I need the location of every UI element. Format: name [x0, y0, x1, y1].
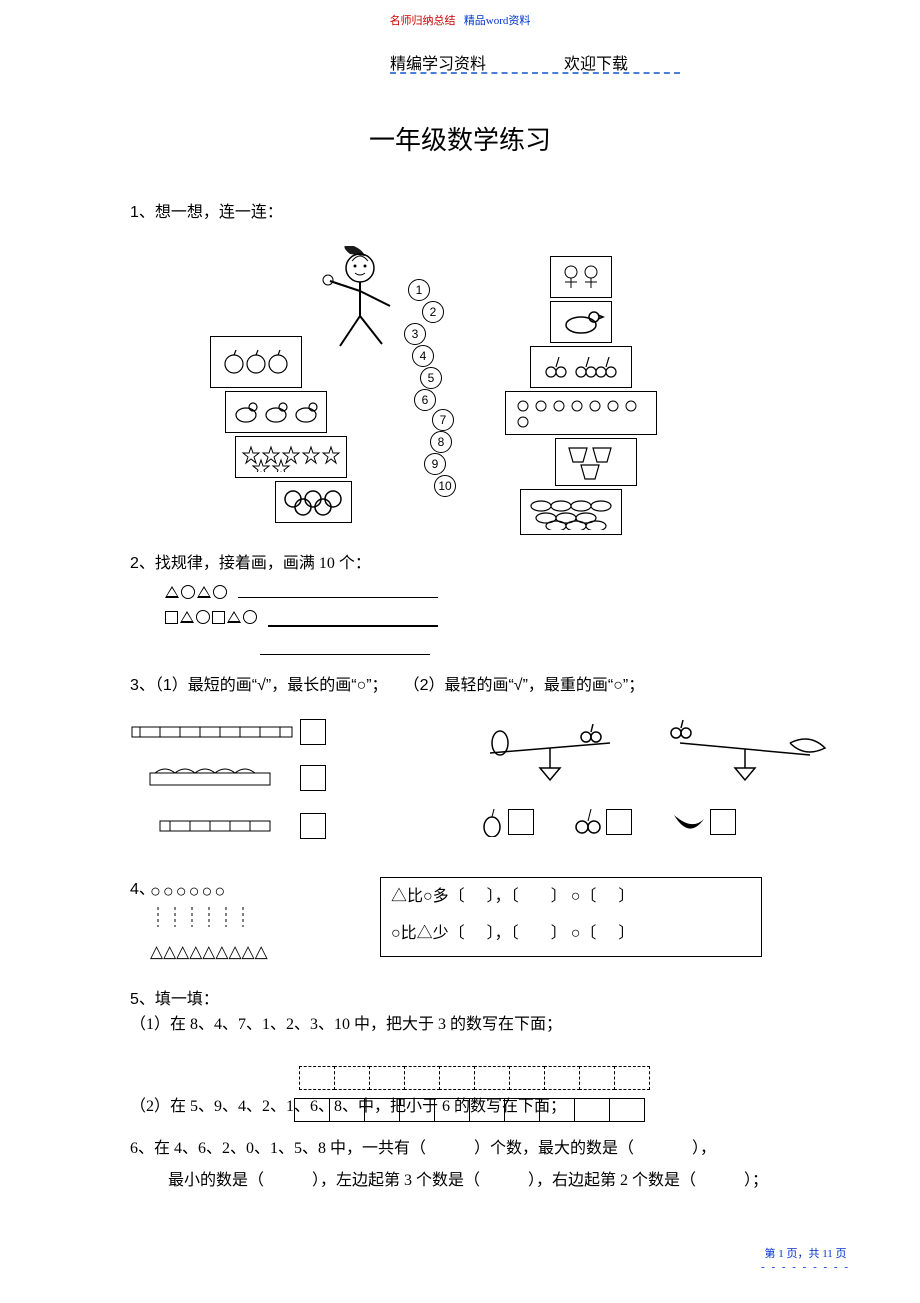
q4-l2d: 〕	[618, 925, 634, 942]
q1-box-ducks	[225, 391, 327, 433]
q2-label: 2、找规律，接着画，画满	[130, 555, 315, 572]
watermark-top: 名师归纳总结 精品word资料	[0, 12, 920, 28]
q1-box-cherries	[530, 346, 632, 388]
q2-pattern2	[164, 604, 850, 630]
num-2: 2	[422, 301, 444, 323]
q4-line1: △比○多〔 〕，〔 〕 ○〔 〕	[381, 878, 761, 916]
q1-box-coins	[520, 489, 622, 535]
q1-box-2people	[550, 256, 612, 298]
q5-sub1: （1）在 8、4、7、1、2、3、10 中，把大于 3 的数写在下面；	[130, 1012, 850, 1038]
q1-hero-icon	[310, 246, 410, 356]
num-1: 1	[408, 279, 430, 301]
q1-label: 1、想一想，连一连：	[130, 200, 850, 226]
wm-red: 名师归纳总结	[390, 15, 456, 27]
q4-line2: ○比△少〔 〕，〔 〕 ○〔 〕	[381, 915, 761, 953]
num-10: 10	[434, 475, 456, 497]
q3-item-pear	[480, 807, 534, 837]
q3-right	[470, 713, 850, 838]
q6-2a: 最小的数是（	[168, 1172, 264, 1189]
q4-l1c: 〕 ○〔	[551, 888, 597, 905]
q4-box: △比○多〔 〕，〔 〕 ○〔 〕 ○比△少〔 〕，〔 〕 ○〔 〕	[380, 877, 762, 957]
q3-label2: （2）最轻的画“√”，最重的画“○”；	[404, 677, 645, 694]
q3-check-cherry[interactable]	[606, 809, 632, 835]
header-left: 精编学习资料	[390, 56, 486, 73]
footer: 第 1 页，共 11 页 - - - - - - - - -	[761, 1245, 850, 1273]
header-right: 欢迎下载	[564, 56, 628, 73]
q3-check-banana[interactable]	[710, 809, 736, 835]
q4-dashlines	[150, 905, 300, 929]
q4-l2c: 〕 ○〔	[551, 925, 597, 942]
q1-box-apples	[210, 336, 302, 388]
q4-l2b: 〕，〔	[487, 925, 519, 942]
footer-text: 第 1 页，共 11 页	[761, 1245, 850, 1261]
q1-figure: 1 2 3 4 5 6 7 8 9 10	[130, 226, 850, 546]
q3-check2[interactable]	[300, 765, 326, 791]
q1-box-rings	[275, 481, 352, 523]
q3-item-cherry	[574, 807, 632, 837]
wm-blue: 精品word资料	[464, 15, 531, 27]
q1-box-chicken	[550, 301, 612, 343]
q3-ruler2	[130, 763, 326, 793]
q6-2c: ），右边起第 2 个数是（	[528, 1172, 696, 1189]
q3-item-banana	[672, 807, 736, 837]
header-underline	[390, 72, 680, 74]
q3-check3[interactable]	[300, 813, 326, 839]
num-6: 6	[414, 389, 436, 411]
num-8: 8	[430, 431, 452, 453]
q6: 6、在 4、6、2、0、1、5、8 中，一共有（ ）个数，最大的数是（ ）， 最…	[130, 1133, 850, 1197]
q3-label1: 3、（1）最短的画“√”，最长的画“○”；	[130, 677, 388, 694]
q4-circles: ○○○○○○	[150, 877, 300, 906]
page-title: 一年级数学练习	[0, 120, 920, 157]
header: 精编学习资料 欢迎下载	[390, 50, 670, 74]
num-9: 9	[424, 453, 446, 475]
q3: 3、（1）最短的画“√”，最长的画“○”； （2）最轻的画“√”，最重的画“○”…	[130, 673, 850, 853]
q4-l1b: 〕，〔	[487, 888, 519, 905]
q6-2d: ）；	[744, 1172, 768, 1189]
q3-check1[interactable]	[300, 719, 326, 745]
q2-pattern1	[164, 578, 850, 604]
q4-l2a: ○比△少〔	[391, 925, 465, 942]
q1-box-cups	[555, 438, 637, 486]
num-7: 7	[432, 409, 454, 431]
content: 1、想一想，连一连： 1 2 3 4 5 6 7 8	[130, 200, 850, 1197]
q3-scales-icon	[470, 713, 850, 793]
q3-ruler3	[130, 813, 326, 839]
footer-dash: - - - - - - - - -	[761, 1261, 850, 1273]
q2-count: 10	[319, 555, 335, 572]
q1-box-8people	[505, 391, 657, 435]
q2: 2、找规律，接着画，画满 10 个：	[130, 551, 850, 655]
q1-box-stars	[235, 436, 347, 478]
q6-1c: ），	[692, 1140, 716, 1157]
q3-bottom-row	[480, 807, 850, 837]
q6-1a: 6、在 4、6、2、0、1、5、8 中，一共有（	[130, 1140, 426, 1157]
num-4: 4	[412, 345, 434, 367]
q4: 4、 ○○○○○○ △△△△△△△△△ △比○多〔 〕，〔 〕 ○〔 〕	[130, 877, 850, 977]
num-5: 5	[420, 367, 442, 389]
q6-2b: ），左边起第 3 个数是（	[312, 1172, 480, 1189]
q4-l1d: 〕	[618, 888, 634, 905]
q5-label: 5、填一填：	[130, 987, 850, 1013]
q4-triangles: △△△△△△△△△	[150, 938, 300, 965]
q6-1b: ）个数，最大的数是（	[474, 1140, 634, 1157]
q6-grid	[295, 1098, 645, 1122]
q2-suffix: 个：	[339, 555, 371, 572]
num-3: 3	[404, 323, 426, 345]
page: 名师归纳总结 精品word资料 精编学习资料 欢迎下载 一年级数学练习 1、想一…	[0, 0, 920, 1303]
q3-check-pear[interactable]	[508, 809, 534, 835]
q5-grid-dashed	[300, 1066, 850, 1090]
q3-ruler1	[130, 719, 326, 745]
q4-l1a: △比○多〔	[391, 888, 465, 905]
q4-left: ○○○○○○ △△△△△△△△△	[150, 877, 300, 966]
